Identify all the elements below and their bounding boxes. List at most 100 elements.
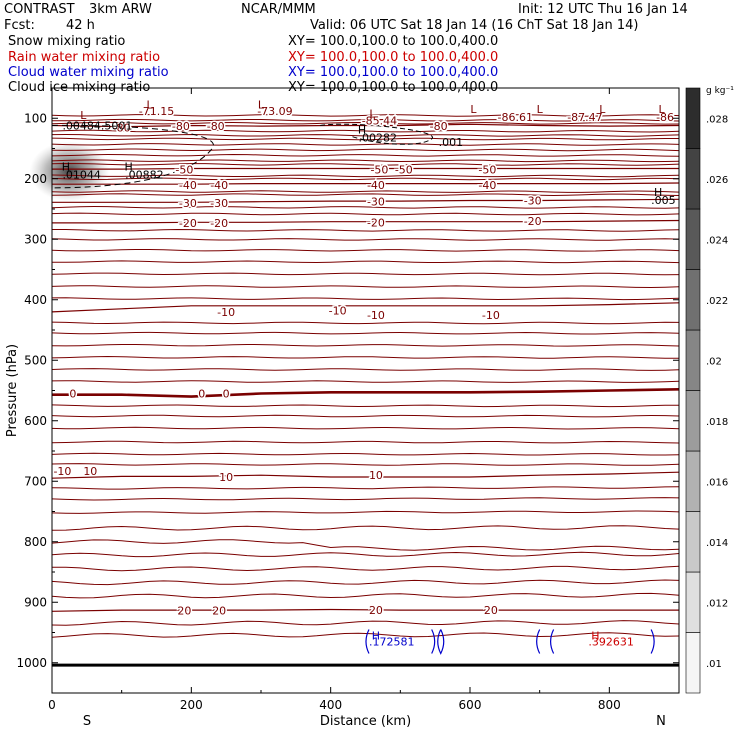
contour-label: -50 [478, 164, 496, 177]
isotherm-line [51, 486, 680, 490]
contour-label: -20 [524, 215, 542, 228]
isotherm-line [51, 133, 680, 137]
contour-label: 0 [69, 388, 76, 401]
extremum-H: H [62, 161, 70, 174]
isotherm-line [52, 260, 680, 264]
isotherm-line [51, 539, 680, 551]
isotherm-line [51, 592, 680, 599]
colorbar-level [685, 511, 701, 573]
isotherm-line [51, 137, 679, 141]
isotherm-line [51, 272, 680, 276]
contour-label: 0 [223, 388, 230, 401]
colorbar-tick-label: .026 [706, 175, 728, 186]
y-axis-label: Pressure (hPa) [5, 344, 20, 437]
y-tick-label: 200 [24, 172, 47, 186]
contour-label: -30 [210, 197, 228, 210]
y-tick-label: 500 [24, 353, 47, 367]
field-xy-rain: XY= 100.0,100.0 to 100.0,400.0 [288, 50, 499, 65]
isotherm-line [51, 121, 680, 125]
contour-label: 20 [212, 605, 226, 618]
isotherm-line [51, 632, 680, 638]
isotherm-line [51, 440, 680, 444]
model-name: 3km ARW [89, 2, 152, 17]
isotherm-line [51, 510, 680, 514]
field-xy-cloud-water: XY= 100.0,100.0 to 100.0,400.0 [288, 65, 499, 80]
colorbar-level [685, 269, 701, 331]
isotherm-line [51, 321, 680, 325]
organization: NCAR/MMM [241, 2, 316, 17]
project-name: CONTRAST [4, 2, 75, 17]
x-tick-label: 400 [319, 698, 342, 712]
colorbar-tick-label: .01 [706, 659, 722, 670]
colorbar-level [685, 571, 701, 633]
contour-label: -30 [524, 195, 542, 208]
north-end-label: N [656, 714, 666, 729]
colorbar-level [685, 390, 701, 452]
colorbar-level [685, 632, 701, 694]
ice-contour-dashed [320, 123, 433, 145]
contour-label: -30 [367, 196, 385, 209]
isotherm-0 [52, 388, 680, 398]
colorbar-tick-label: .016 [706, 477, 728, 488]
contour-label: 20 [177, 605, 191, 618]
colorbar-tick-label: .028 [706, 114, 728, 125]
isotherm-line [51, 285, 680, 289]
value-label: .005 [651, 194, 676, 207]
isotherm--80 [51, 123, 680, 128]
isotherm-line [51, 238, 680, 241]
contour-label: -20 [179, 217, 197, 230]
contour-label: -10 [329, 305, 347, 318]
contour-label: -40 [179, 179, 197, 192]
contour-label: -40 [478, 179, 496, 192]
contour-label: -80 [113, 121, 131, 134]
value-label: .392631 [588, 636, 634, 649]
isotherm--50 [52, 167, 679, 170]
south-end-label: S [83, 714, 91, 729]
isotherm-line [51, 159, 680, 163]
contour-label: -85.44 [362, 115, 397, 128]
init-time: Init: 12 UTC Thu 16 Jan 14 [518, 2, 688, 17]
isotherm-20 [51, 608, 679, 612]
y-tick-label: 800 [24, 535, 47, 549]
isotherm-line [51, 343, 680, 347]
isotherm-line [51, 452, 680, 456]
isotherm-line [51, 380, 680, 383]
y-tick-label: 900 [24, 595, 47, 609]
isotherm-line [51, 414, 680, 418]
field-xy-snow: XY= 100.0,100.0 to 100.0,400.0 [288, 34, 499, 49]
value-label: .001 [439, 136, 464, 149]
extremum-L: L [80, 109, 87, 122]
contour-label: -86 [656, 111, 674, 124]
contour-label: -10 [53, 465, 71, 478]
contour-label: -87.47 [567, 111, 602, 124]
y-tick-label: 700 [24, 474, 47, 488]
contour-label: -50 [370, 164, 388, 177]
isotherm--30 [52, 198, 680, 203]
value-label: .00882 [125, 169, 163, 182]
isotherm-line [51, 143, 680, 146]
colorbar-level [685, 148, 701, 210]
x-axis-label: Distance (km) [320, 714, 411, 729]
colorbar-level [685, 450, 701, 512]
value-label: .00484.5001 [62, 120, 132, 133]
contour-label: 20 [369, 604, 383, 617]
isotherm-line [51, 190, 680, 193]
contour-label: -10 [367, 309, 385, 322]
contour-label: -50 [175, 164, 193, 177]
isotherm-line [51, 497, 680, 501]
isotherm--10 [51, 302, 680, 313]
field-name-snow: Snow mixing ratio [8, 34, 126, 49]
isotherm-line [51, 404, 680, 408]
extremum-L: L [537, 103, 544, 116]
isotherm-line [51, 129, 680, 133]
isotherm-line [51, 331, 680, 335]
contour-label: 10 [219, 471, 233, 484]
colorbar-unit: g kg⁻¹ [706, 86, 734, 96]
y-tick-label: 1000 [16, 656, 47, 670]
colorbar-level [685, 208, 701, 270]
isotherm-line [51, 463, 680, 466]
extremum-L: L [369, 107, 376, 120]
snow-contour-dashed [51, 124, 214, 189]
colorbar-tick-label: .014 [706, 538, 728, 549]
y-tick-label: 300 [24, 232, 47, 246]
